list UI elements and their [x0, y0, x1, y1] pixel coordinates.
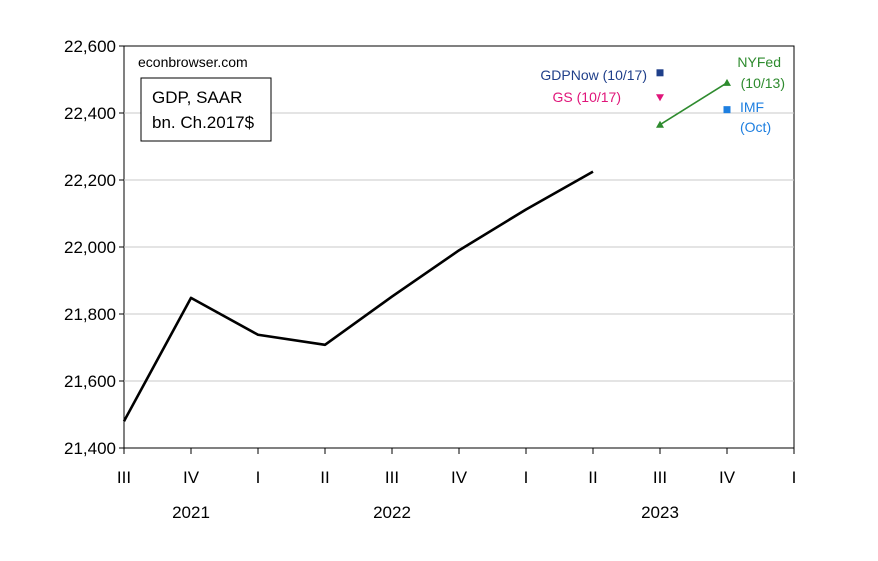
annotation-imf-line-1: IMF — [740, 99, 764, 115]
x-tick-label: III — [385, 468, 399, 487]
x-year-label: 2022 — [373, 503, 411, 522]
legend-line-1: GDP, SAAR — [152, 88, 242, 107]
x-year-label: 2023 — [641, 503, 679, 522]
axes: 21,400 21,600 21,800 22,000 22,200 22,400 22,6… — [64, 37, 796, 522]
x-tick-label: I — [792, 468, 797, 487]
y-tick-label: 22,000 — [64, 238, 116, 257]
legend-box: GDP, SAAR bn. Ch.2017$ — [140, 77, 272, 142]
legend-frame — [140, 77, 272, 142]
watermark: econbrowser.com — [138, 54, 248, 70]
y-tick-label: 21,400 — [64, 439, 116, 458]
forecast-marker-triangle-down — [656, 94, 664, 102]
x-tick-label: IV — [183, 468, 200, 487]
annotations: GDPNow (10/17) GS (10/17) NYFed (10/13) … — [540, 54, 785, 135]
forecast-marker-square — [723, 106, 731, 114]
annotation-gdpnow: GDPNow (10/17) — [540, 67, 647, 83]
y-tick-label: 21,600 — [64, 372, 116, 391]
y-tick-label: 22,600 — [64, 37, 116, 56]
x-tick-label: IV — [451, 468, 468, 487]
x-tick-label: I — [256, 468, 261, 487]
gdp-line — [122, 170, 594, 422]
annotation-gs: GS (10/17) — [553, 89, 621, 105]
legend-line-2: bn. Ch.2017$ — [152, 113, 255, 132]
x-tick-label: IV — [719, 468, 736, 487]
y-tick-label: 22,400 — [64, 104, 116, 123]
y-tick-label: 21,800 — [64, 305, 116, 324]
forecast-marker-square — [656, 69, 664, 77]
annotation-nyfed-line-2: (10/13) — [741, 75, 785, 91]
series — [122, 69, 731, 422]
x-tick-label: II — [320, 468, 329, 487]
y-tick-label: 22,200 — [64, 171, 116, 190]
x-tick-label: III — [653, 468, 667, 487]
forecast-marker-triangle-up — [723, 78, 731, 86]
annotation-nyfed-line-1: NYFed — [737, 54, 781, 70]
forecast-marker-triangle-up — [656, 120, 664, 128]
x-tick-label: III — [117, 468, 131, 487]
annotation-imf-line-2: (Oct) — [740, 119, 771, 135]
x-year-label: 2021 — [172, 503, 210, 522]
x-tick-label: II — [588, 468, 597, 487]
x-tick-label: I — [524, 468, 529, 487]
forecast-line — [659, 82, 728, 126]
